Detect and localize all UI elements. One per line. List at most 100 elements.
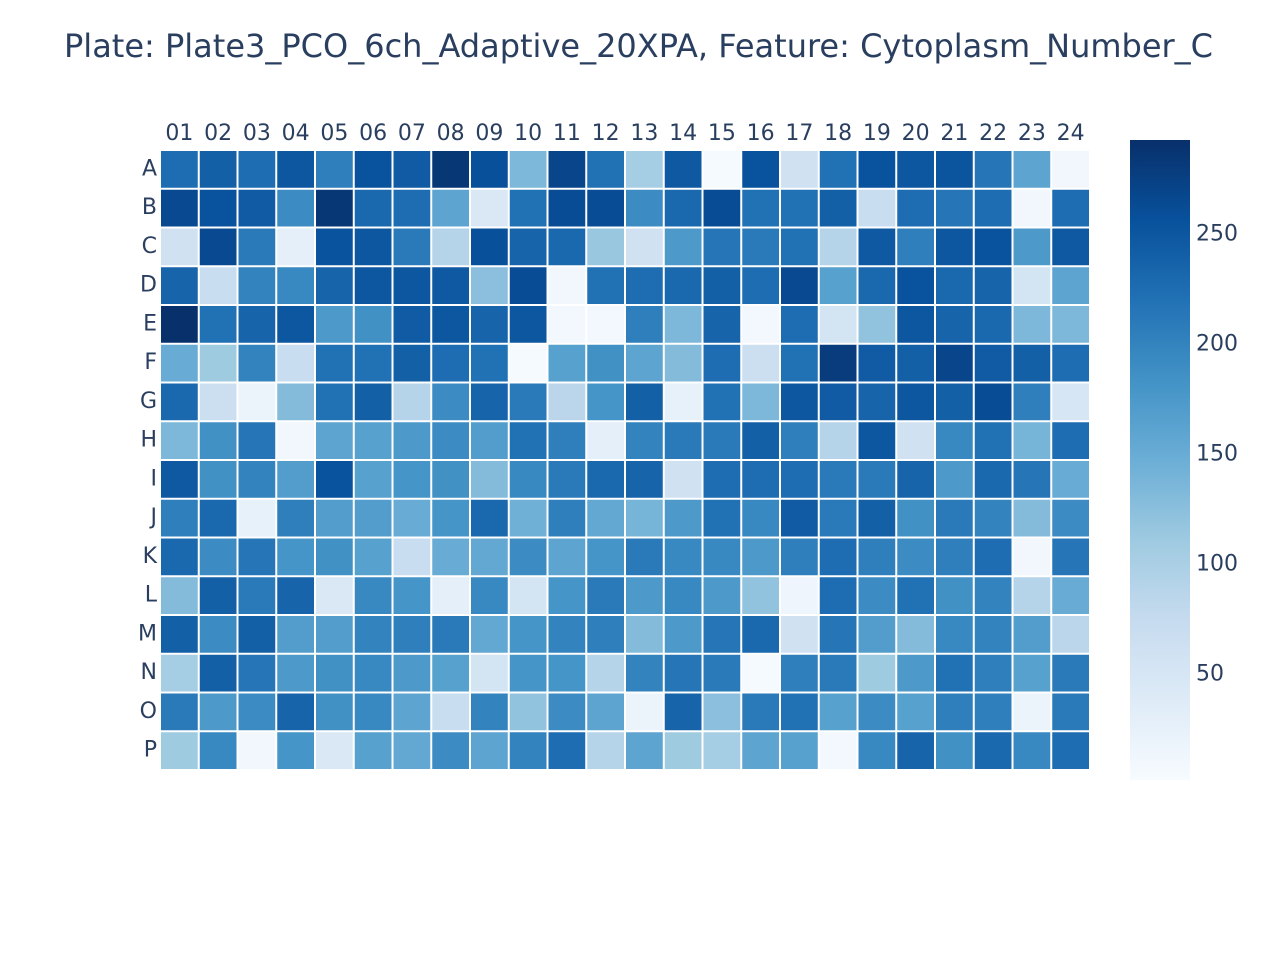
heatmap-cell <box>548 616 586 653</box>
x-tick-label: 06 <box>359 121 387 146</box>
heatmap-cell <box>432 577 469 614</box>
heatmap-cell <box>471 267 508 304</box>
heatmap-cell <box>936 306 973 343</box>
heatmap-cell <box>238 189 276 227</box>
heatmap-cell <box>432 344 469 382</box>
heatmap-cell <box>742 306 779 343</box>
heatmap-cell <box>819 189 857 227</box>
heatmap-cell <box>781 151 818 188</box>
heatmap-cell <box>1013 499 1051 537</box>
heatmap-cell <box>742 693 779 731</box>
heatmap-cell <box>781 383 818 421</box>
heatmap-cell <box>316 577 353 614</box>
heatmap-cell <box>161 461 198 498</box>
heatmap-cell <box>393 461 431 498</box>
heatmap-cell <box>974 577 1012 614</box>
heatmap-cell <box>1052 499 1089 537</box>
heatmap-cell <box>587 616 624 653</box>
heatmap-cell <box>316 344 353 382</box>
heatmap-cell <box>548 732 586 769</box>
heatmap-cell <box>238 732 276 769</box>
heatmap-cell <box>858 344 896 382</box>
heatmap-cell <box>742 228 779 266</box>
heatmap-cell <box>781 228 818 266</box>
heatmap-cell <box>199 693 237 731</box>
heatmap-cell <box>432 538 469 576</box>
heatmap-cell <box>548 577 586 614</box>
heatmap-cell <box>587 538 624 576</box>
heatmap-cell <box>858 151 896 188</box>
heatmap-cell <box>819 306 857 343</box>
heatmap-cell <box>819 654 857 692</box>
heatmap-cell <box>626 189 663 227</box>
heatmap-cell <box>471 344 508 382</box>
heatmap-cell <box>587 654 624 692</box>
heatmap-cell <box>626 228 663 266</box>
heatmap-cell <box>1052 306 1089 343</box>
heatmap-cell <box>626 151 663 188</box>
heatmap-cell <box>742 267 779 304</box>
heatmap-cell <box>199 189 237 227</box>
heatmap-cell <box>858 693 896 731</box>
heatmap-cell <box>742 616 779 653</box>
heatmap-cell <box>858 383 896 421</box>
heatmap-cell <box>936 228 973 266</box>
colorbar-tick-label: 250 <box>1196 222 1238 247</box>
heatmap-cell <box>161 616 198 653</box>
y-tick-label: L <box>145 583 158 608</box>
heatmap-cell <box>703 499 741 537</box>
heatmap-cell <box>974 228 1012 266</box>
heatmap-cell <box>432 383 469 421</box>
heatmap-cell <box>703 306 741 343</box>
heatmap-cell <box>161 344 198 382</box>
heatmap-cell <box>509 383 547 421</box>
x-tick-label: 23 <box>1018 121 1046 146</box>
heatmap-cell <box>897 189 934 227</box>
heatmap-cell <box>664 538 702 576</box>
heatmap-cell <box>393 306 431 343</box>
heatmap-cell <box>548 461 586 498</box>
x-tick-label: 09 <box>475 121 503 146</box>
heatmap-cell <box>664 577 702 614</box>
heatmap-cell <box>432 654 469 692</box>
heatmap-cell <box>626 306 663 343</box>
heatmap-cell <box>1052 151 1089 188</box>
heatmap-cell <box>936 189 973 227</box>
heatmap-cell <box>897 306 934 343</box>
heatmap-cell <box>277 306 314 343</box>
heatmap-cell <box>161 422 198 459</box>
y-tick-label: B <box>142 195 157 220</box>
heatmap-cell <box>897 267 934 304</box>
x-tick-label: 11 <box>553 121 581 146</box>
heatmap-cell <box>432 228 469 266</box>
heatmap-cell <box>1013 654 1051 692</box>
heatmap-cell <box>471 693 508 731</box>
heatmap-cell <box>354 616 392 653</box>
heatmap-cell <box>897 151 934 188</box>
heatmap-cell <box>703 461 741 498</box>
heatmap-cell <box>393 654 431 692</box>
heatmap-cell <box>238 151 276 188</box>
heatmap-cell <box>781 538 818 576</box>
heatmap-cell <box>238 499 276 537</box>
heatmap-cell <box>1013 577 1051 614</box>
heatmap-cell <box>509 693 547 731</box>
heatmap-cell <box>509 228 547 266</box>
heatmap-cell <box>393 693 431 731</box>
heatmap-cell <box>277 732 314 769</box>
heatmap-cell <box>897 344 934 382</box>
heatmap-cell <box>742 732 779 769</box>
x-tick-label: 20 <box>902 121 930 146</box>
y-tick-label: G <box>140 389 157 414</box>
heatmap-cell <box>199 422 237 459</box>
heatmap-cell <box>277 577 314 614</box>
heatmap-cell <box>238 267 276 304</box>
heatmap-cell <box>393 267 431 304</box>
x-tick-label: 08 <box>437 121 465 146</box>
heatmap-cell <box>238 422 276 459</box>
heatmap-cell <box>936 267 973 304</box>
heatmap-cell <box>897 499 934 537</box>
heatmap-cell <box>858 616 896 653</box>
x-tick-label: 22 <box>979 121 1007 146</box>
